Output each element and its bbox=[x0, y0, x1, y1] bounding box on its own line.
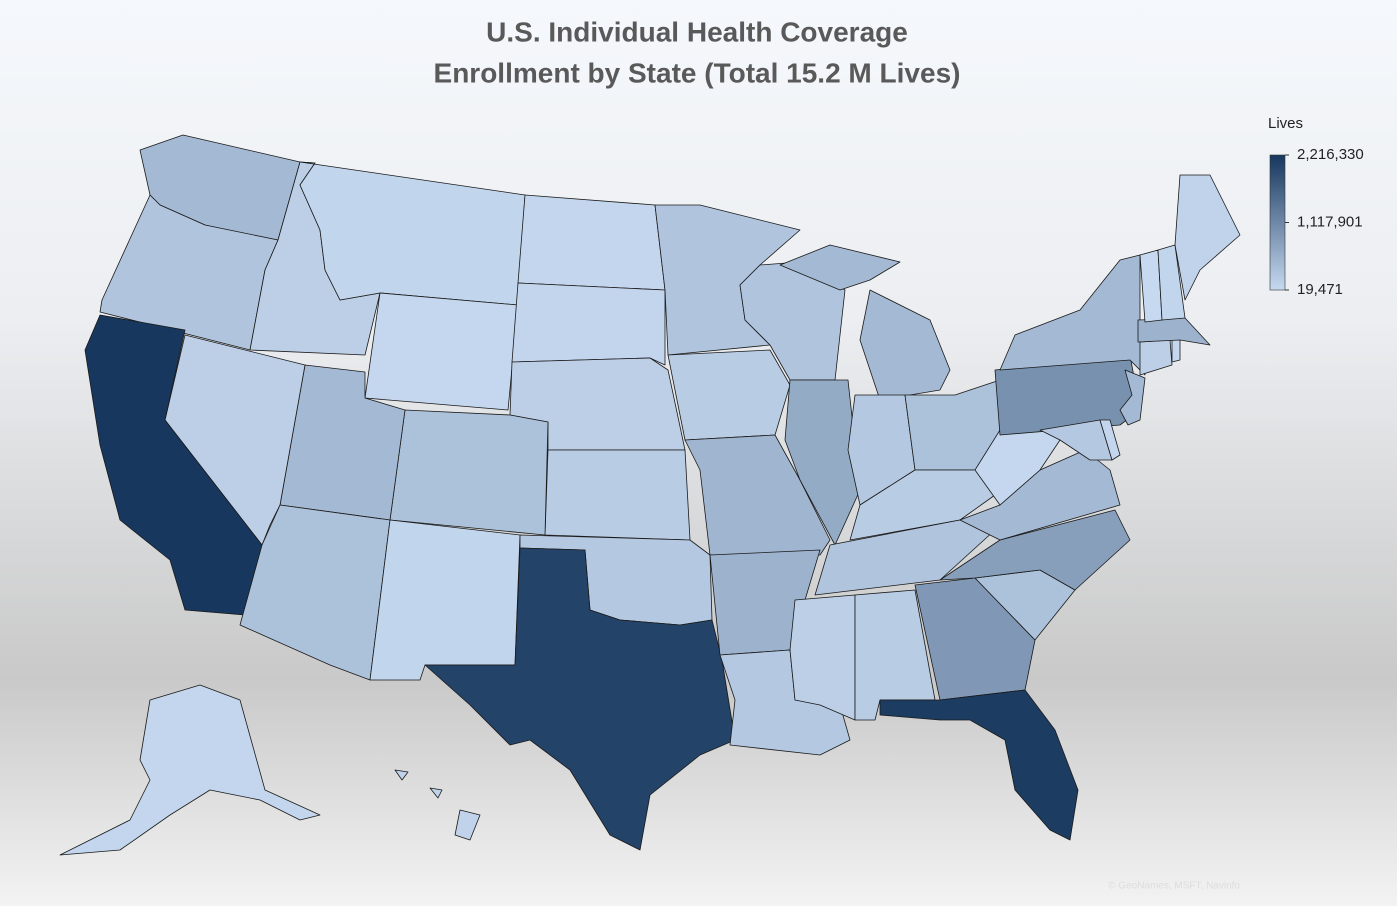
state bbox=[1139, 339, 1173, 376]
state bbox=[517, 194, 666, 291]
state bbox=[789, 594, 856, 721]
state bbox=[389, 409, 549, 536]
state bbox=[859, 289, 951, 401]
state bbox=[59, 684, 321, 856]
legend-title: Lives bbox=[1268, 115, 1303, 132]
state bbox=[999, 254, 1146, 376]
state bbox=[364, 292, 519, 411]
colorbar-label: 19,471 bbox=[1297, 281, 1343, 298]
state bbox=[879, 689, 1079, 841]
state bbox=[914, 577, 1036, 701]
state bbox=[454, 809, 481, 841]
state bbox=[1174, 174, 1241, 301]
state bbox=[511, 282, 666, 366]
state bbox=[394, 769, 409, 781]
state bbox=[1157, 244, 1186, 321]
colorbar bbox=[1269, 154, 1286, 291]
state bbox=[667, 349, 791, 441]
state bbox=[429, 787, 443, 799]
title-line: U.S. Individual Health Coverage bbox=[486, 16, 908, 47]
state bbox=[299, 161, 526, 306]
state bbox=[1119, 369, 1146, 426]
state bbox=[684, 434, 831, 556]
state bbox=[544, 449, 691, 541]
colorbar-label: 1,117,901 bbox=[1297, 213, 1363, 230]
title-line: Enrollment by State (Total 15.2 M Lives) bbox=[434, 57, 961, 88]
state bbox=[1099, 419, 1121, 461]
state bbox=[1039, 419, 1113, 461]
state bbox=[84, 314, 263, 616]
state bbox=[1171, 339, 1181, 363]
state bbox=[779, 244, 901, 291]
state bbox=[939, 509, 1131, 591]
state bbox=[814, 519, 996, 596]
state bbox=[424, 547, 736, 851]
state bbox=[369, 519, 521, 681]
colorbar-label: 2,216,330 bbox=[1297, 146, 1364, 163]
attribution: © GeoNames, MSFT, Navinfo bbox=[1108, 881, 1240, 892]
